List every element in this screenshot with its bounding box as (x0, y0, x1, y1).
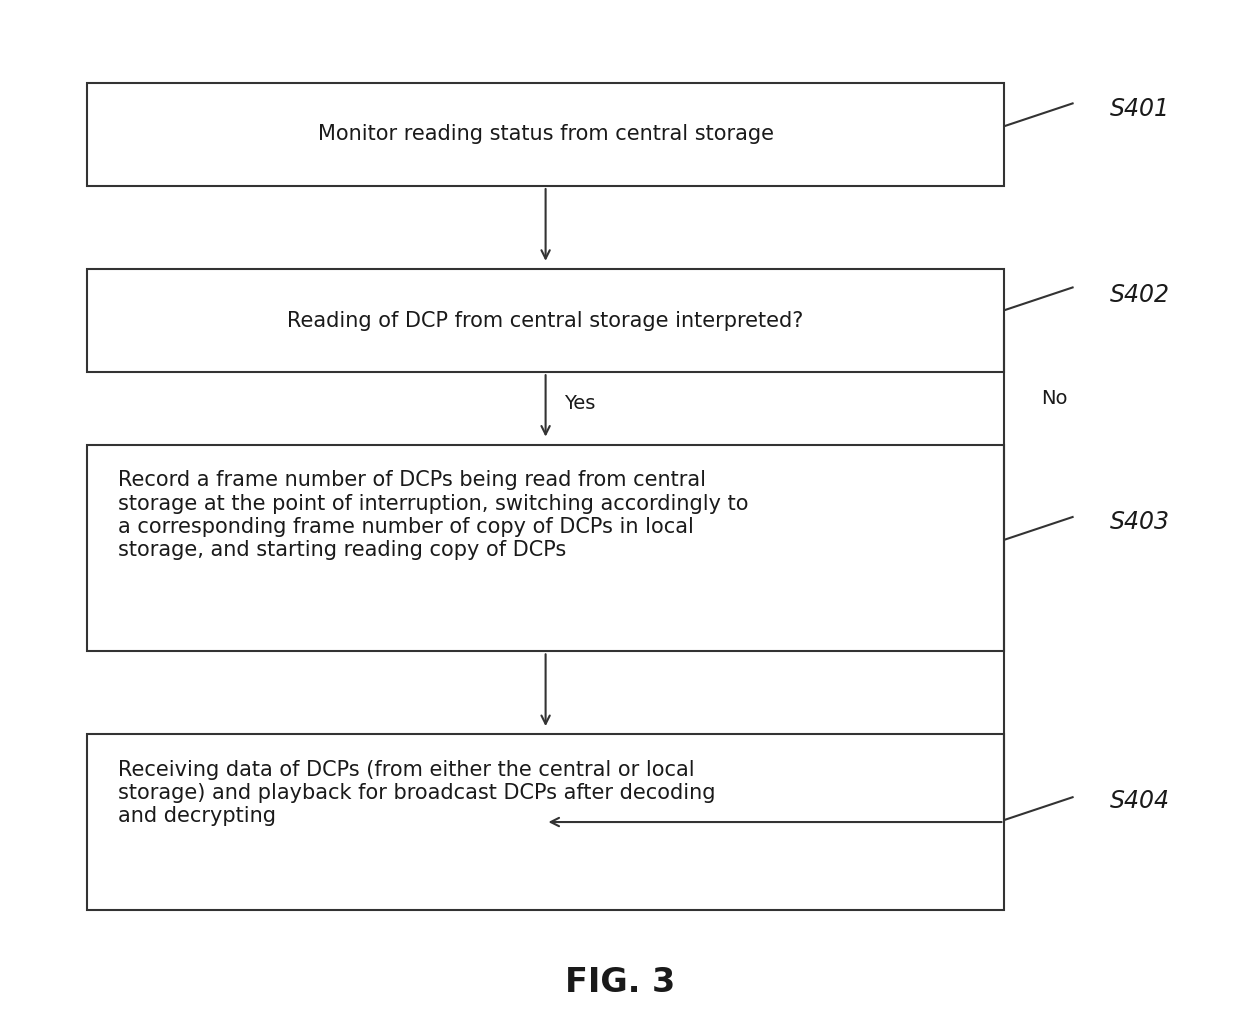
Text: No: No (1042, 389, 1068, 407)
Text: FIG. 3: FIG. 3 (565, 966, 675, 999)
FancyBboxPatch shape (87, 269, 1004, 372)
Text: Monitor reading status from central storage: Monitor reading status from central stor… (317, 124, 774, 145)
FancyBboxPatch shape (87, 83, 1004, 186)
Text: S402: S402 (1110, 282, 1169, 307)
Text: S403: S403 (1110, 510, 1169, 535)
FancyBboxPatch shape (87, 445, 1004, 651)
Text: Reading of DCP from central storage interpreted?: Reading of DCP from central storage inte… (288, 310, 804, 331)
Text: S401: S401 (1110, 96, 1169, 121)
FancyBboxPatch shape (87, 734, 1004, 910)
Text: S404: S404 (1110, 789, 1169, 814)
Text: Yes: Yes (564, 394, 595, 413)
Text: Record a frame number of DCPs being read from central
storage at the point of in: Record a frame number of DCPs being read… (118, 470, 748, 560)
Text: Receiving data of DCPs (from either the central or local
storage) and playback f: Receiving data of DCPs (from either the … (118, 760, 715, 826)
